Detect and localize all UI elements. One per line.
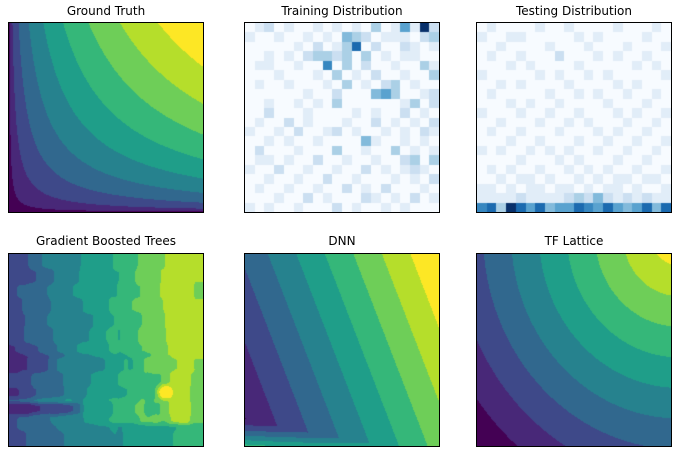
- panel-title-training-distribution: Training Distribution: [281, 4, 403, 18]
- panel-title-tf-lattice: TF Lattice: [544, 234, 604, 248]
- panel-dnn: [244, 253, 440, 447]
- panel-gradient-boosted-trees: [8, 253, 204, 447]
- panel-title-ground-truth: Ground Truth: [66, 4, 146, 18]
- ground-truth-contour-plot: [9, 23, 203, 212]
- panel-title-gradient-boosted-trees: Gradient Boosted Trees: [36, 234, 176, 248]
- panel-ground-truth: [8, 22, 204, 213]
- panel-testing-distribution: [476, 22, 672, 213]
- testing-distribution-heatmap: [477, 23, 671, 212]
- dnn-contour-plot: [245, 254, 439, 446]
- tf-lattice-contour-plot: [477, 254, 671, 446]
- panel-training-distribution: [244, 22, 440, 213]
- panel-tf-lattice: [476, 253, 672, 447]
- panel-title-dnn: DNN: [328, 234, 356, 248]
- training-distribution-heatmap: [245, 23, 439, 212]
- gradient-boosted-trees-contour-plot: [9, 254, 203, 446]
- panel-title-testing-distribution: Testing Distribution: [515, 4, 632, 18]
